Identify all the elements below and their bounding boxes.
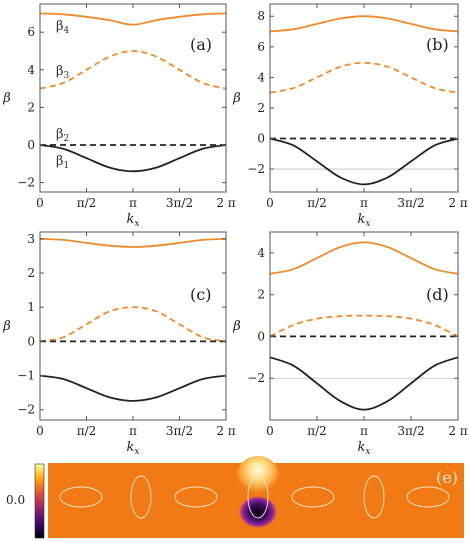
waveguide-outlines <box>59 475 450 519</box>
plot-frame <box>269 3 459 193</box>
x-tick-label: π/2 <box>77 196 97 210</box>
x-tick-label: 3π/2 <box>397 196 424 210</box>
y-tick-label: 8 <box>257 9 265 23</box>
x-tick-label: π <box>129 424 137 438</box>
x-axis-label: kx <box>127 212 140 229</box>
colorbar-tick-label: 0.0 <box>6 493 25 507</box>
panel-d: 0 π/2 π 3π/2 2 π −2 0 2 4 kx β (d) <box>232 231 468 457</box>
y-axis-label: β <box>232 319 241 334</box>
y-tick-label: 1 <box>27 300 35 314</box>
band-label: β4 <box>56 19 70 36</box>
series-band-3 <box>39 50 227 90</box>
y-tick-label: 0 <box>257 329 265 343</box>
series-band-4 <box>39 12 227 26</box>
y-tick-label: 2 <box>257 288 265 302</box>
series-band-4 <box>39 237 227 248</box>
series-band-1 <box>39 374 227 402</box>
panel-tag: (a) <box>190 35 212 54</box>
x-tick-label: π/2 <box>77 424 97 438</box>
y-tick-label: 4 <box>27 63 35 77</box>
waveguide-outline <box>363 475 385 519</box>
waveguide-outline <box>130 475 152 519</box>
x-tick-label: 2 π <box>216 196 235 210</box>
y-tick-label: 2 <box>27 266 35 280</box>
series-band-3 <box>39 306 227 343</box>
x-tick-label: π <box>360 196 368 210</box>
waveguide-outline <box>247 475 269 519</box>
series-band-4 <box>269 241 459 275</box>
waveguide-outline <box>59 486 103 508</box>
x-tick-label: π <box>129 196 137 210</box>
series-band-3 <box>269 61 459 94</box>
x-axis-label: kx <box>358 212 371 229</box>
field-coldspot <box>238 495 278 529</box>
series-band-4 <box>269 15 459 33</box>
x-axis-label: kx <box>127 440 140 457</box>
y-tick-label: 6 <box>27 25 35 39</box>
y-tick-label: 2 <box>27 100 35 114</box>
x-tick-label: π/2 <box>307 424 327 438</box>
x-tick-label: 0 <box>266 196 274 210</box>
panel-tag: (c) <box>190 285 211 304</box>
waveguide-outline <box>174 486 218 508</box>
waveguide-outline <box>291 486 335 508</box>
x-tick-label: 2 π <box>216 424 235 438</box>
x-tick-label: 0 <box>36 196 44 210</box>
y-axis-label: β <box>232 91 241 106</box>
panel-b: 0 π/2 π 3π/2 2 π −2 0 2 4 6 8 kx β (b) <box>232 3 468 229</box>
band-label: β3 <box>56 64 70 81</box>
y-axis-label: β <box>2 319 11 334</box>
x-tick-label: 2 π <box>448 196 467 210</box>
y-tick-label: 2 <box>257 101 265 115</box>
panel-tag: (d) <box>426 285 449 304</box>
series-band-1 <box>269 356 459 411</box>
series-band-3 <box>269 314 459 338</box>
y-tick-label: −2 <box>17 403 35 417</box>
x-tick-label: 0 <box>36 424 44 438</box>
plot-frame <box>39 231 227 421</box>
x-tick-label: π <box>360 424 368 438</box>
y-tick-label: 0 <box>257 132 265 146</box>
field-map-panel-e: (e) 0.0 <box>6 456 464 539</box>
band-label: β1 <box>56 154 69 171</box>
panel-tag: (b) <box>426 35 449 54</box>
series-band-1 <box>39 144 227 173</box>
y-tick-label: −1 <box>17 369 35 383</box>
x-tick-label: 0 <box>266 424 274 438</box>
x-tick-label: 3π/2 <box>166 196 193 210</box>
y-tick-label: 0 <box>27 334 35 348</box>
y-tick-label: 4 <box>257 246 265 260</box>
y-tick-label: −2 <box>17 176 35 190</box>
plot-frame <box>269 231 459 421</box>
y-tick-label: −2 <box>247 162 265 176</box>
x-axis-label: kx <box>358 440 371 457</box>
y-tick-label: 3 <box>27 232 35 246</box>
x-tick-label: 3π/2 <box>397 424 424 438</box>
panel-tag-e: (e) <box>436 468 458 487</box>
y-tick-label: 6 <box>257 40 265 54</box>
series-band-1 <box>269 137 459 186</box>
y-tick-label: −2 <box>247 371 265 385</box>
x-tick-label: 2 π <box>448 424 467 438</box>
x-tick-label: π/2 <box>307 196 327 210</box>
y-axis-label: β <box>2 91 11 106</box>
band-label: β2 <box>56 127 69 144</box>
x-tick-label: 3π/2 <box>166 424 193 438</box>
y-tick-label: 0 <box>27 138 35 152</box>
waveguide-outline <box>406 486 450 508</box>
panel-c: 0 π/2 π 3π/2 2 π −2 −1 0 1 2 3 kx β (c) <box>2 231 236 457</box>
field-hotspot <box>236 456 280 500</box>
y-tick-label: 4 <box>257 70 265 84</box>
colorbar <box>34 463 45 539</box>
